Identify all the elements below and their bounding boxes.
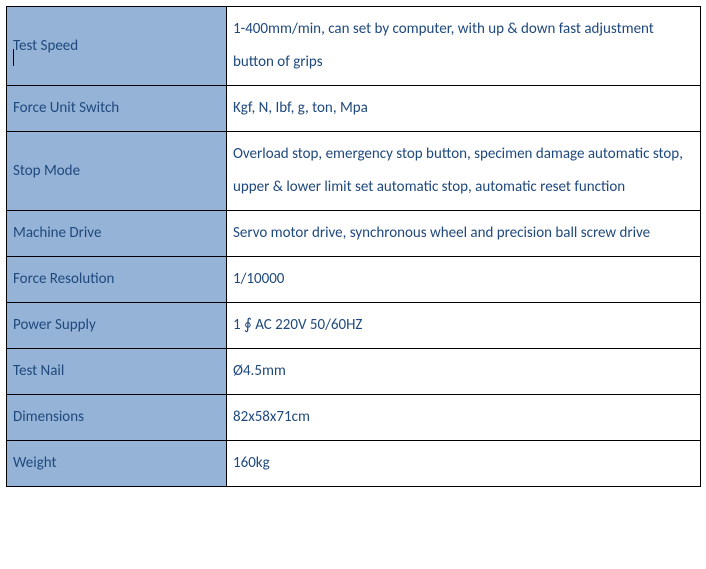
spec-label: Test Nail: [7, 349, 227, 395]
spec-value: 1 ∮ AC 220V 50/60HZ: [227, 303, 701, 349]
spec-label: Force Resolution: [7, 257, 227, 303]
spec-label: Dimensions: [7, 395, 227, 441]
spec-label: Force Unit Switch: [7, 86, 227, 132]
table-row: Test Nail Ø4.5mm: [7, 349, 701, 395]
table-row: Force Unit Switch Kgf, N, Ibf, g, ton, M…: [7, 86, 701, 132]
table-row: Force Resolution 1/10000: [7, 257, 701, 303]
table-row: Power Supply 1 ∮ AC 220V 50/60HZ: [7, 303, 701, 349]
spec-label: Stop Mode: [7, 132, 227, 211]
spec-value: Ø4.5mm: [227, 349, 701, 395]
spec-value: 82x58x71cm: [227, 395, 701, 441]
spec-label: Weight: [7, 441, 227, 487]
spec-value: 1-400mm/min, can set by computer, with u…: [227, 7, 701, 86]
table-row: Machine Drive Servo motor drive, synchro…: [7, 211, 701, 257]
spec-value: Overload stop, emergency stop button, sp…: [227, 132, 701, 211]
spec-label: Machine Drive: [7, 211, 227, 257]
table-row: Dimensions 82x58x71cm: [7, 395, 701, 441]
spec-table: Test Speed 1-400mm/min, can set by compu…: [6, 6, 701, 487]
spec-value: 1/10000: [227, 257, 701, 303]
spec-value: Kgf, N, Ibf, g, ton, Mpa: [227, 86, 701, 132]
spec-label: Power Supply: [7, 303, 227, 349]
spec-table-body: Test Speed 1-400mm/min, can set by compu…: [7, 7, 701, 487]
table-row: Test Speed 1-400mm/min, can set by compu…: [7, 7, 701, 86]
label-text: Test Speed: [13, 37, 78, 55]
table-row: Weight 160kg: [7, 441, 701, 487]
spec-value: Servo motor drive, synchronous wheel and…: [227, 211, 701, 257]
table-row: Stop Mode Overload stop, emergency stop …: [7, 132, 701, 211]
spec-label: Test Speed: [7, 7, 227, 86]
spec-value: 160kg: [227, 441, 701, 487]
